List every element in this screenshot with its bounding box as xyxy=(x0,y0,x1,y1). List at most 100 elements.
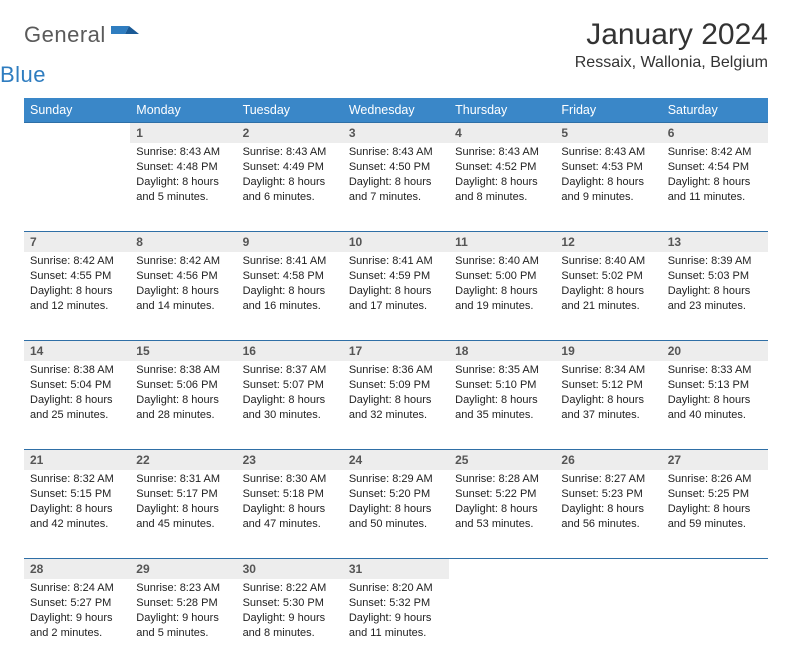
weekday-header: Tuesday xyxy=(237,98,343,122)
daylight-line: Daylight: 8 hours and 50 minutes. xyxy=(349,502,443,532)
daylight-line: Daylight: 8 hours and 16 minutes. xyxy=(243,284,337,314)
day-number: 4 xyxy=(449,122,555,143)
daylight-line: Daylight: 8 hours and 21 minutes. xyxy=(561,284,655,314)
sunrise-line: Sunrise: 8:33 AM xyxy=(668,363,762,378)
sunset-line: Sunset: 5:27 PM xyxy=(30,596,124,611)
day-number: 18 xyxy=(449,340,555,361)
month-title: January 2024 xyxy=(575,18,768,52)
week-row: Sunrise: 8:24 AMSunset: 5:27 PMDaylight:… xyxy=(24,579,768,667)
daylight-line: Daylight: 8 hours and 37 minutes. xyxy=(561,393,655,423)
day-number: 19 xyxy=(555,340,661,361)
day-number: 10 xyxy=(343,231,449,252)
day-details: Sunrise: 8:33 AMSunset: 5:13 PMDaylight:… xyxy=(662,361,768,428)
sunset-line: Sunset: 5:15 PM xyxy=(30,487,124,502)
sunset-line: Sunset: 4:50 PM xyxy=(349,160,443,175)
sunrise-line: Sunrise: 8:39 AM xyxy=(668,254,762,269)
day-cell: Sunrise: 8:41 AMSunset: 4:59 PMDaylight:… xyxy=(343,252,449,340)
day-details: Sunrise: 8:34 AMSunset: 5:12 PMDaylight:… xyxy=(555,361,661,428)
weekday-header: Friday xyxy=(555,98,661,122)
day-details: Sunrise: 8:27 AMSunset: 5:23 PMDaylight:… xyxy=(555,470,661,537)
heading: January 2024 Ressaix, Wallonia, Belgium xyxy=(575,18,768,72)
sunrise-line: Sunrise: 8:37 AM xyxy=(243,363,337,378)
sunset-line: Sunset: 4:59 PM xyxy=(349,269,443,284)
day-cell: Sunrise: 8:30 AMSunset: 5:18 PMDaylight:… xyxy=(237,470,343,558)
sunrise-line: Sunrise: 8:43 AM xyxy=(349,145,443,160)
sunset-line: Sunset: 5:20 PM xyxy=(349,487,443,502)
daylight-line: Daylight: 8 hours and 45 minutes. xyxy=(136,502,230,532)
sunrise-line: Sunrise: 8:26 AM xyxy=(668,472,762,487)
sunrise-line: Sunrise: 8:27 AM xyxy=(561,472,655,487)
day-cell: Sunrise: 8:38 AMSunset: 5:06 PMDaylight:… xyxy=(130,361,236,449)
sunrise-line: Sunrise: 8:34 AM xyxy=(561,363,655,378)
sunset-line: Sunset: 5:02 PM xyxy=(561,269,655,284)
day-number: 7 xyxy=(24,231,130,252)
day-cell xyxy=(662,579,768,667)
sunset-line: Sunset: 5:22 PM xyxy=(455,487,549,502)
day-cell: Sunrise: 8:24 AMSunset: 5:27 PMDaylight:… xyxy=(24,579,130,667)
day-cell: Sunrise: 8:38 AMSunset: 5:04 PMDaylight:… xyxy=(24,361,130,449)
day-details: Sunrise: 8:36 AMSunset: 5:09 PMDaylight:… xyxy=(343,361,449,428)
day-cell: Sunrise: 8:32 AMSunset: 5:15 PMDaylight:… xyxy=(24,470,130,558)
daylight-line: Daylight: 8 hours and 47 minutes. xyxy=(243,502,337,532)
day-details: Sunrise: 8:26 AMSunset: 5:25 PMDaylight:… xyxy=(662,470,768,537)
daylight-line: Daylight: 8 hours and 42 minutes. xyxy=(30,502,124,532)
sunset-line: Sunset: 5:18 PM xyxy=(243,487,337,502)
day-number: 8 xyxy=(130,231,236,252)
sunset-line: Sunset: 4:52 PM xyxy=(455,160,549,175)
day-number: 1 xyxy=(130,122,236,143)
day-number: 29 xyxy=(130,558,236,579)
day-details: Sunrise: 8:43 AMSunset: 4:53 PMDaylight:… xyxy=(555,143,661,210)
day-cell xyxy=(555,579,661,667)
sunrise-line: Sunrise: 8:40 AM xyxy=(561,254,655,269)
sunset-line: Sunset: 4:58 PM xyxy=(243,269,337,284)
day-details: Sunrise: 8:43 AMSunset: 4:50 PMDaylight:… xyxy=(343,143,449,210)
sunset-line: Sunset: 4:56 PM xyxy=(136,269,230,284)
weekday-header-row: Sunday Monday Tuesday Wednesday Thursday… xyxy=(24,98,768,122)
day-number: 6 xyxy=(662,122,768,143)
brand-blue: Blue xyxy=(0,62,106,88)
daylight-line: Daylight: 8 hours and 25 minutes. xyxy=(30,393,124,423)
sunset-line: Sunset: 5:28 PM xyxy=(136,596,230,611)
day-details: Sunrise: 8:20 AMSunset: 5:32 PMDaylight:… xyxy=(343,579,449,646)
daylight-line: Daylight: 9 hours and 11 minutes. xyxy=(349,611,443,641)
day-details: Sunrise: 8:41 AMSunset: 4:59 PMDaylight:… xyxy=(343,252,449,319)
day-cell: Sunrise: 8:27 AMSunset: 5:23 PMDaylight:… xyxy=(555,470,661,558)
day-number xyxy=(555,558,661,565)
sunrise-line: Sunrise: 8:35 AM xyxy=(455,363,549,378)
weekday-header: Thursday xyxy=(449,98,555,122)
day-cell: Sunrise: 8:43 AMSunset: 4:53 PMDaylight:… xyxy=(555,143,661,231)
daynum-row: 28293031 xyxy=(24,558,768,579)
day-details: Sunrise: 8:31 AMSunset: 5:17 PMDaylight:… xyxy=(130,470,236,537)
daynum-row: 21222324252627 xyxy=(24,449,768,470)
sunset-line: Sunset: 5:32 PM xyxy=(349,596,443,611)
day-cell: Sunrise: 8:22 AMSunset: 5:30 PMDaylight:… xyxy=(237,579,343,667)
sunset-line: Sunset: 4:49 PM xyxy=(243,160,337,175)
day-details: Sunrise: 8:42 AMSunset: 4:56 PMDaylight:… xyxy=(130,252,236,319)
sunset-line: Sunset: 5:23 PM xyxy=(561,487,655,502)
sunrise-line: Sunrise: 8:22 AM xyxy=(243,581,337,596)
location: Ressaix, Wallonia, Belgium xyxy=(575,54,768,72)
daylight-line: Daylight: 8 hours and 6 minutes. xyxy=(243,175,337,205)
sunrise-line: Sunrise: 8:30 AM xyxy=(243,472,337,487)
day-number: 13 xyxy=(662,231,768,252)
day-number: 28 xyxy=(24,558,130,579)
day-cell: Sunrise: 8:34 AMSunset: 5:12 PMDaylight:… xyxy=(555,361,661,449)
day-cell: Sunrise: 8:40 AMSunset: 5:02 PMDaylight:… xyxy=(555,252,661,340)
calendar-body: 123456Sunrise: 8:43 AMSunset: 4:48 PMDay… xyxy=(24,122,768,667)
daylight-line: Daylight: 8 hours and 32 minutes. xyxy=(349,393,443,423)
sunset-line: Sunset: 5:17 PM xyxy=(136,487,230,502)
day-number: 16 xyxy=(237,340,343,361)
day-number: 26 xyxy=(555,449,661,470)
sunset-line: Sunset: 5:00 PM xyxy=(455,269,549,284)
sunset-line: Sunset: 5:04 PM xyxy=(30,378,124,393)
day-details: Sunrise: 8:43 AMSunset: 4:48 PMDaylight:… xyxy=(130,143,236,210)
sunset-line: Sunset: 4:55 PM xyxy=(30,269,124,284)
sunrise-line: Sunrise: 8:41 AM xyxy=(243,254,337,269)
daylight-line: Daylight: 8 hours and 7 minutes. xyxy=(349,175,443,205)
day-number: 30 xyxy=(237,558,343,579)
weekday-header: Monday xyxy=(130,98,236,122)
sunrise-line: Sunrise: 8:36 AM xyxy=(349,363,443,378)
calendar-table: Sunday Monday Tuesday Wednesday Thursday… xyxy=(24,98,768,667)
day-cell: Sunrise: 8:33 AMSunset: 5:13 PMDaylight:… xyxy=(662,361,768,449)
week-row: Sunrise: 8:32 AMSunset: 5:15 PMDaylight:… xyxy=(24,470,768,558)
